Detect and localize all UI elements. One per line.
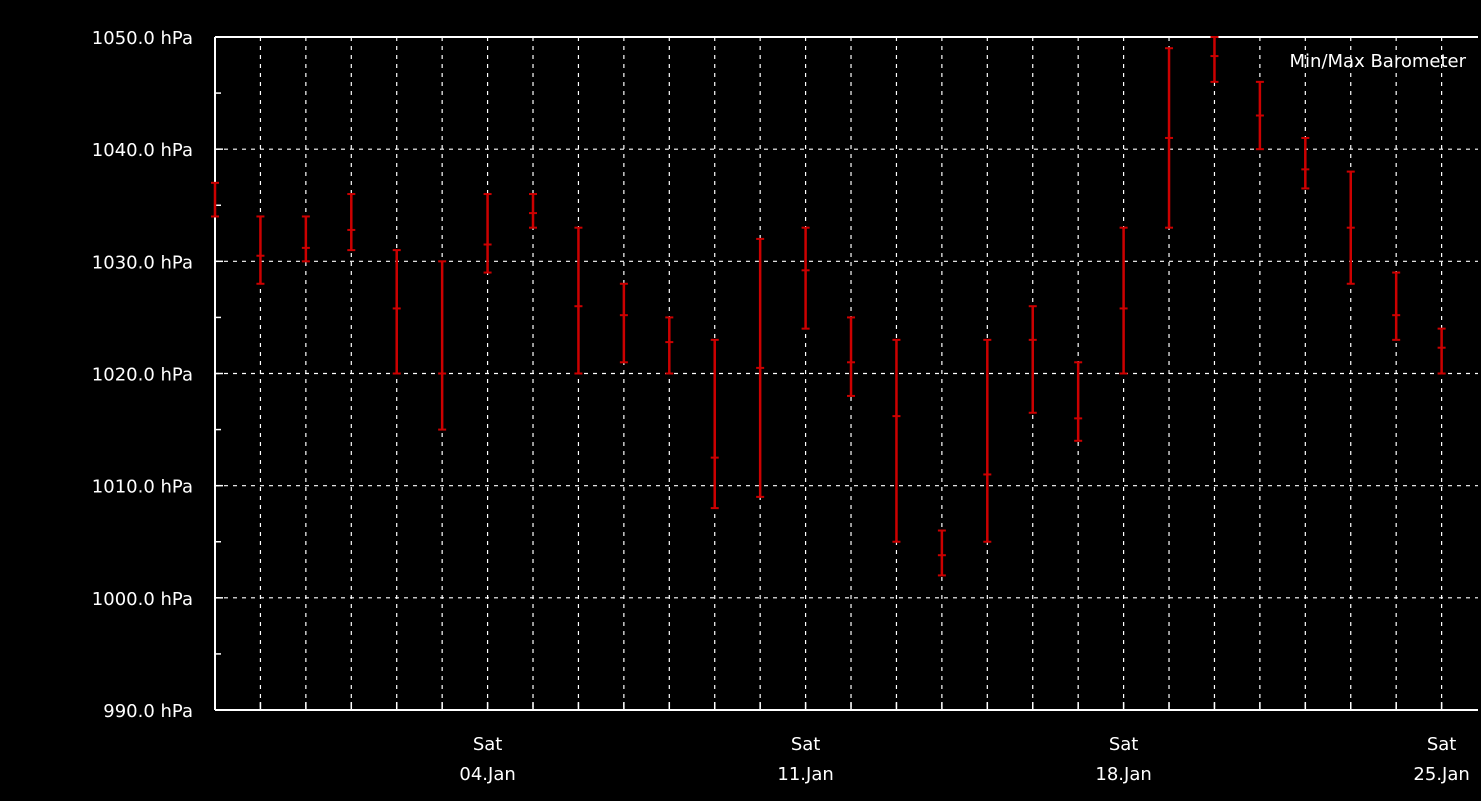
error-bar — [529, 193, 538, 229]
error-bar — [1210, 36, 1219, 83]
x-tick-label-date: 25.Jan — [1413, 764, 1469, 785]
y-tick-label: 1030.0 hPa — [92, 252, 193, 273]
x-tick-label-date: 18.Jan — [1095, 764, 1151, 785]
x-axis-ticks: Sat 04.Jan Sat 11.Jan Sat 18.Jan Sat 25.Jan — [259, 702, 1470, 785]
error-bar — [211, 181, 219, 218]
x-tick-label-date: 11.Jan — [777, 764, 833, 785]
error-bar — [392, 249, 401, 375]
x-tick-label-day: Sat — [1427, 734, 1457, 755]
error-bar — [801, 226, 810, 330]
error-bar — [619, 282, 628, 364]
error-bar — [892, 338, 901, 543]
x-tick-label-date: 04.Jan — [459, 764, 515, 785]
error-bar — [1346, 170, 1355, 285]
y-tick-label: 1000.0 hPa — [92, 589, 193, 610]
x-tick-label-day: Sat — [473, 734, 503, 755]
error-bar — [301, 215, 310, 263]
error-bar — [1301, 136, 1310, 190]
error-bar — [756, 237, 765, 498]
error-bar — [256, 215, 265, 285]
y-axis-ticks: 990.0 hPa 1000.0 hPa 1010.0 hPa 1020.0 hPa 1… — [92, 28, 223, 722]
error-bar — [710, 338, 719, 510]
y-tick-label: 1040.0 hPa — [92, 140, 193, 161]
error-bar — [574, 226, 583, 375]
chart-title: Min/Max Barometer — [1290, 51, 1467, 72]
error-bar — [983, 338, 992, 543]
error-bar — [1074, 361, 1083, 442]
error-bar — [937, 529, 946, 577]
x-tick-label-day: Sat — [791, 734, 821, 755]
y-tick-label: 990.0 hPa — [103, 701, 193, 722]
error-bar — [665, 316, 674, 375]
error-bar — [1392, 271, 1401, 341]
error-bar — [483, 193, 492, 274]
error-bar — [1437, 327, 1446, 375]
error-bar — [1119, 226, 1128, 375]
error-bars — [211, 36, 1446, 577]
y-tick-label: 1010.0 hPa — [92, 477, 193, 498]
error-bar — [1165, 47, 1174, 229]
error-bar — [347, 193, 356, 252]
y-tick-label: 1050.0 hPa — [92, 28, 193, 49]
y-tick-label: 1020.0 hPa — [92, 365, 193, 386]
error-bar — [847, 316, 856, 397]
x-tick-label-day: Sat — [1109, 734, 1139, 755]
error-bar — [1028, 305, 1037, 414]
error-bar — [438, 260, 447, 431]
error-bar — [1255, 80, 1264, 151]
